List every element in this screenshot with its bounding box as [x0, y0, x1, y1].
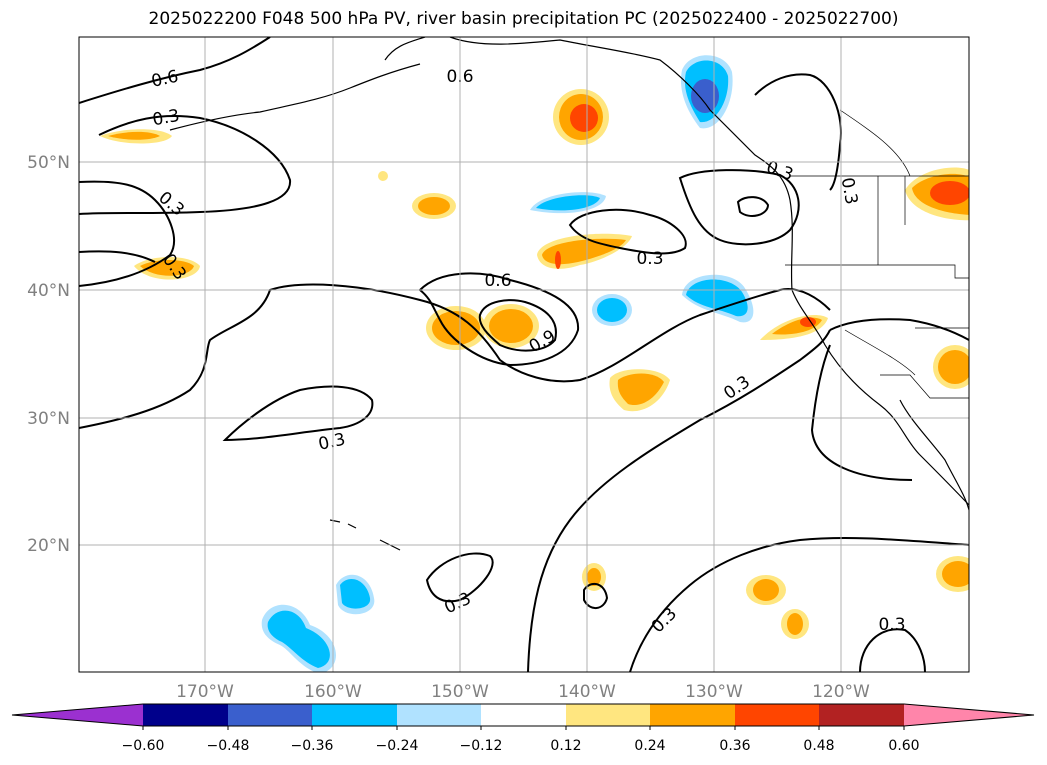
colorbar-tick-label: 0.12	[550, 738, 581, 754]
lat-label: 30°N	[27, 409, 70, 429]
contour-label: 0.3	[878, 615, 905, 635]
colorbar-segment	[650, 704, 735, 726]
colorbar-tick-label: −0.48	[207, 738, 250, 754]
coastlines	[169, 37, 969, 551]
colorbar-segment	[143, 704, 228, 726]
lon-label: 160°W	[304, 682, 362, 702]
lat-label: 50°N	[27, 153, 70, 173]
contour-label: 0.6	[150, 67, 181, 92]
contour-label: 0.3	[837, 176, 861, 206]
colorbar-labels: −0.60 −0.48 −0.36 −0.24 −0.12 0.12 0.24 …	[122, 738, 920, 754]
lon-label: 170°W	[176, 682, 234, 702]
latitude-labels: 50°N 40°N 30°N 20°N	[27, 153, 70, 556]
colorbar-tick-label: −0.12	[460, 738, 503, 754]
colorbar-segment	[819, 704, 904, 726]
lon-label: 130°W	[685, 682, 743, 702]
contour-label: 0.3	[151, 106, 181, 130]
contour-label: 0.3	[648, 604, 681, 637]
contour-label: 0.6	[484, 271, 511, 291]
colorbar-segment	[228, 704, 312, 726]
contour-label: 0.3	[764, 157, 796, 185]
borders	[785, 109, 969, 399]
colorbar-extend-min	[12, 704, 143, 726]
colorbar-tick-label: −0.60	[122, 738, 165, 754]
colorbar-tick-label: 0.48	[803, 738, 834, 754]
colorbar-tick-label: 0.60	[888, 738, 919, 754]
lon-label: 140°W	[558, 682, 616, 702]
colorbar-segment	[481, 704, 566, 726]
colorbar-tick-label: 0.36	[719, 738, 750, 754]
lat-label: 20°N	[27, 536, 70, 556]
colorbar	[11, 703, 1035, 730]
map-frame	[78, 36, 970, 673]
precip-anomaly-patches	[100, 55, 969, 672]
colorbar-extend-max	[904, 704, 1034, 726]
pv-contours	[79, 37, 969, 672]
contour-label: 0.3	[720, 372, 754, 404]
map-plot-area: 0.6 0.3 0.6 0.3 0.6 0.3 0.3 0.9 0.3 0.3 …	[79, 37, 969, 672]
contour-label: 0.3	[636, 249, 663, 269]
contour-label: 0.3	[154, 188, 188, 221]
colorbar-segment	[312, 704, 397, 726]
contour-label: 0.3	[441, 589, 474, 619]
lon-label: 120°W	[812, 682, 870, 702]
gridlines	[79, 37, 969, 672]
lon-label: 150°W	[431, 682, 489, 702]
colorbar-segment	[735, 704, 819, 726]
pv-contour-labels: 0.6 0.3 0.6 0.3 0.6 0.3 0.3 0.9 0.3 0.3 …	[150, 67, 906, 638]
contour-label: 0.3	[317, 430, 348, 455]
colorbar-segment	[566, 704, 650, 726]
longitude-labels: 170°W 160°W 150°W 140°W 130°W 120°W	[176, 682, 870, 702]
map-title: 2025022200 F048 500 hPa PV, river basin …	[148, 9, 899, 29]
colorbar-tick-label: −0.36	[291, 738, 334, 754]
colorbar-tick-label: −0.24	[376, 738, 419, 754]
colorbar-segment	[397, 704, 481, 726]
colorbar-tick-label: 0.24	[634, 738, 665, 754]
lat-label: 40°N	[27, 281, 70, 301]
